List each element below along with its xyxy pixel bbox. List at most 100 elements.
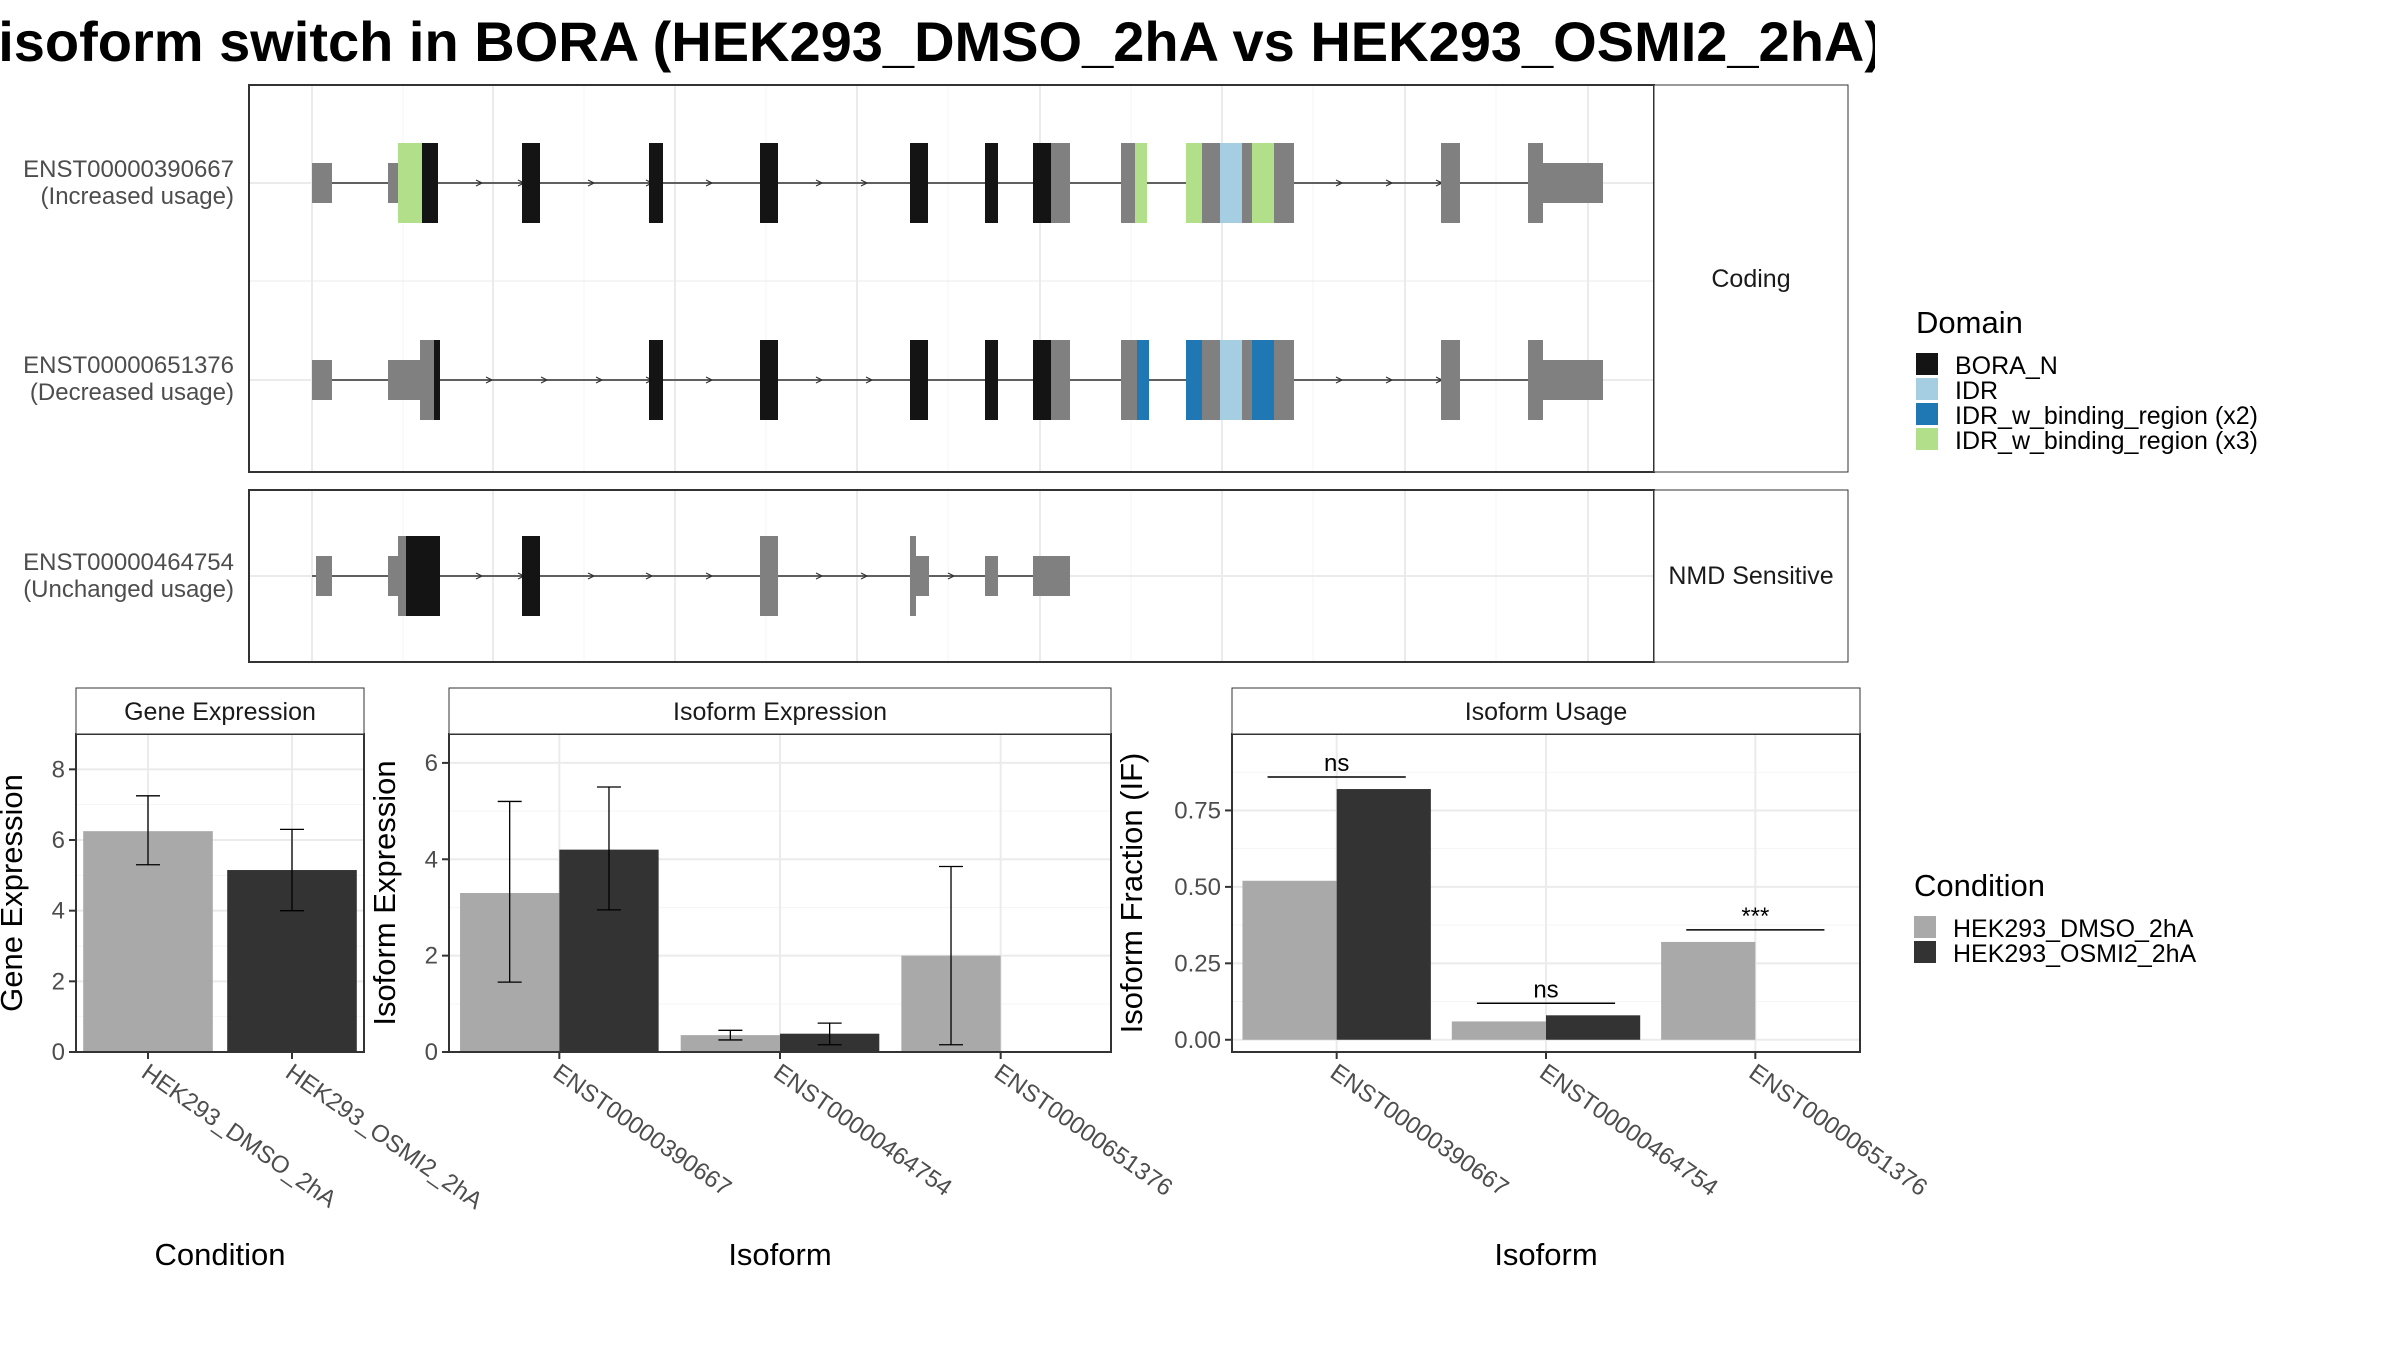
coding-exon <box>760 143 778 223</box>
bar <box>680 1035 780 1052</box>
legend-key-bora-n <box>1916 353 1938 375</box>
strand-arrow <box>595 376 604 384</box>
strand-arrow <box>587 179 596 187</box>
coding-exon <box>910 536 916 616</box>
transcript-track-ENST00000464754 <box>312 536 1070 616</box>
coding-exon <box>420 340 434 420</box>
coding-exon <box>1441 143 1460 223</box>
coding-panel-background <box>248 84 1655 473</box>
coding-exon <box>398 536 406 616</box>
coding-strip <box>1653 84 1849 473</box>
x-tick-label: ENST00000390667 <box>1325 1059 1513 1202</box>
utr-exon <box>1033 556 1070 596</box>
coding-exon <box>1033 340 1051 420</box>
x-axis-title: Condition <box>155 1237 286 1272</box>
legend-label: IDR_w_binding_region (x2) <box>1955 402 2258 430</box>
coding-exon <box>1051 340 1070 420</box>
coding-exon <box>985 143 998 223</box>
x-tick-label: ENST00000464754 <box>1535 1059 1723 1202</box>
track-label-usage: (Increased usage) <box>41 183 234 210</box>
y-tick-label: 8 <box>52 756 65 783</box>
coding-exon <box>1274 143 1294 223</box>
coding-exon <box>1242 340 1252 420</box>
y-tick-label: 0.75 <box>1174 797 1221 824</box>
y-tick-label: 0 <box>425 1039 438 1066</box>
x-tick-label: ENST00000390667 <box>548 1059 736 1202</box>
utr-exon <box>1543 360 1603 400</box>
y-tick-label: 4 <box>52 898 65 925</box>
bar <box>1451 1021 1546 1040</box>
coding-exon <box>1051 143 1070 223</box>
panel-strip <box>1231 687 1861 735</box>
strand-arrow <box>645 572 654 580</box>
legend-label: HEK293_DMSO_2hA <box>1953 915 2194 943</box>
bar <box>1242 880 1337 1040</box>
coding-exon <box>1242 143 1252 223</box>
utr-exon <box>312 163 332 203</box>
coding-exon <box>1202 143 1220 223</box>
strand-arrow <box>1385 376 1394 384</box>
strand-arrow <box>475 572 484 580</box>
coding-exon <box>1252 143 1274 223</box>
coding-exon <box>1528 143 1543 223</box>
coding-exon <box>522 143 540 223</box>
y-tick-label: 0.25 <box>1174 950 1221 977</box>
panel-title: Isoform Usage <box>1465 698 1628 726</box>
coding-exon <box>398 143 422 223</box>
strand-arrow <box>947 572 956 580</box>
strand-arrow <box>705 179 714 187</box>
coding-exon <box>1202 340 1220 420</box>
utr-exon <box>1543 163 1603 203</box>
condition-legend: Condition HEK293_DMSO_2hA HEK293_OSMI2_2… <box>1914 868 2197 968</box>
coding-exon <box>910 143 928 223</box>
x-tick-label: ENST00000651376 <box>989 1059 1177 1202</box>
domain-legend: Domain BORA_N IDR IDR_w_binding_region (… <box>1916 305 2258 455</box>
coding-exon <box>1121 340 1137 420</box>
strand-arrow <box>860 572 869 580</box>
utr-exon <box>916 556 929 596</box>
track-label-usage: (Unchanged usage) <box>23 576 234 603</box>
significance-label: *** <box>1741 903 1769 930</box>
bar <box>1661 941 1756 1040</box>
legend-key-idr-binding-x3 <box>1916 428 1938 450</box>
strand-arrow <box>815 179 824 187</box>
utr-exon <box>312 360 332 400</box>
y-tick-label: 2 <box>52 968 65 995</box>
figure-title-text: The isoform switch in BORA (HEK293_DMSO_… <box>0 10 1875 73</box>
legend-label: BORA_N <box>1955 352 2058 380</box>
track-label-id: ENST00000651376 <box>23 352 234 379</box>
y-tick-label: 0 <box>52 1039 65 1066</box>
x-axis-title: Isoform <box>728 1237 831 1272</box>
legend-label: IDR_w_binding_region (x3) <box>1955 427 2258 455</box>
transcript-track-ENST00000390667 <box>312 143 1603 223</box>
y-tick-label: 0.50 <box>1174 874 1221 901</box>
coding-exon <box>760 340 778 420</box>
nmd-strip-label: NMD Sensitive <box>1668 562 1833 590</box>
strand-arrow <box>1335 179 1344 187</box>
x-axis-title: Isoform <box>1494 1237 1597 1272</box>
panel-strip <box>448 687 1112 735</box>
coding-exon <box>1252 340 1274 420</box>
legend-key-osmi2 <box>1914 941 1936 963</box>
legend-key-idr <box>1916 378 1938 400</box>
y-tick-label: 6 <box>425 750 438 777</box>
isoform-usage-chart: ns ns *** Isoform Usage 0.00 0.25 0.50 0.75 ENST… <box>1114 687 1932 1272</box>
strand-arrow <box>865 376 874 384</box>
y-tick-label: 2 <box>425 943 438 970</box>
legend-label: HEK293_OSMI2_2hA <box>1953 940 2197 968</box>
nmd-panel: NMD Sensitive ENST00000464754 (Unchanged… <box>23 489 1849 663</box>
utr-exon <box>388 360 420 400</box>
legend-key-dmso <box>1914 916 1936 938</box>
x-tick-label: ENST00000464754 <box>769 1059 957 1202</box>
nmd-strip <box>1653 489 1849 663</box>
strand-arrow <box>1385 179 1394 187</box>
y-tick-label: 4 <box>425 846 438 873</box>
domain-legend-title: Domain <box>1916 305 2023 340</box>
legend-label: IDR <box>1955 377 1998 405</box>
bar <box>1336 789 1431 1040</box>
coding-exon <box>985 340 998 420</box>
strand-arrow <box>587 572 596 580</box>
coding-exon <box>1135 143 1147 223</box>
coding-exon <box>1220 143 1242 223</box>
panel-strip <box>75 687 365 735</box>
